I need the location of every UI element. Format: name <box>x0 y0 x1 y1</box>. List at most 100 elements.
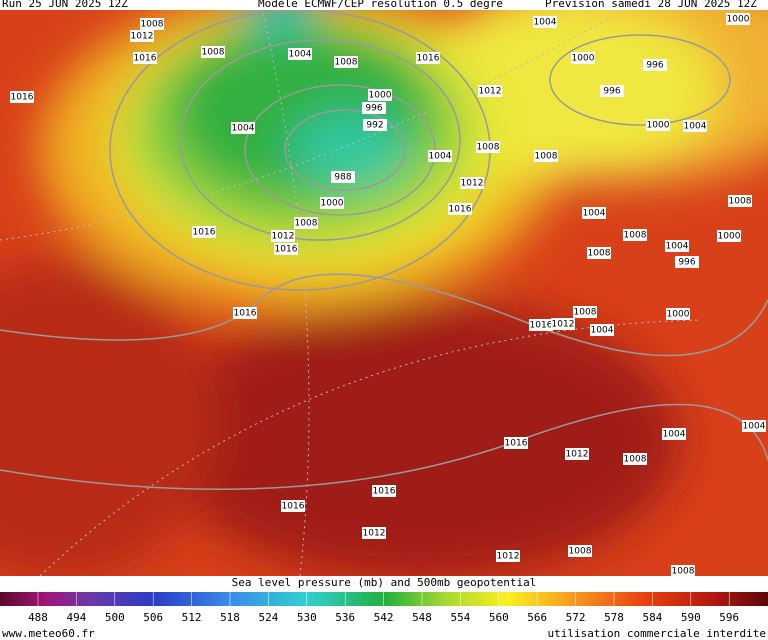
isobar-label: 992 <box>366 121 383 131</box>
isobar-label-bg <box>281 500 305 512</box>
isobar-label-bg <box>10 91 34 103</box>
isobar-label-bg <box>331 171 355 183</box>
isobar-label-bg <box>271 230 295 242</box>
isobar-label: 996 <box>603 87 620 97</box>
isobar-label: 1004 <box>232 124 255 134</box>
isobar-label: 1000 <box>667 310 690 320</box>
scale-label: 596 <box>719 611 739 624</box>
isobar-label-bg <box>571 52 595 64</box>
isobar-label: 1008 <box>624 231 647 241</box>
scale-label: 542 <box>374 611 394 624</box>
isobar-label-bg <box>623 229 647 241</box>
isobar-label: 1004 <box>666 242 689 252</box>
scale-label: 566 <box>527 611 547 624</box>
isobar-label: 1004 <box>684 122 707 132</box>
scale-label: 584 <box>642 611 662 624</box>
isobar-label-bg <box>372 485 396 497</box>
isobar-label: 1000 <box>718 232 741 242</box>
isobar-label: 1012 <box>566 450 589 460</box>
isobar-label-bg <box>130 30 154 42</box>
isobar-label-bg <box>233 307 257 319</box>
isobar-label-bg <box>728 195 752 207</box>
isobar-label-bg <box>726 13 750 25</box>
isobar-label-bg <box>587 247 611 259</box>
isobar-label: 996 <box>365 104 382 114</box>
isobar-label: 1008 <box>335 58 358 68</box>
scale-label: 530 <box>297 611 317 624</box>
scale-label: 506 <box>143 611 163 624</box>
isobar-label-bg <box>582 207 606 219</box>
isobar-label-bg <box>133 52 157 64</box>
isobar-label-bg <box>671 565 695 577</box>
isobar-label-bg <box>568 545 592 557</box>
isobar-label: 1016 <box>449 205 472 215</box>
isobar-label: 1008 <box>574 308 597 318</box>
isobar-label: 1012 <box>131 32 154 42</box>
isobar-label: 1004 <box>289 50 312 60</box>
isobar-label: 1004 <box>583 209 606 219</box>
map-field <box>0 10 768 576</box>
isobar-label-bg <box>476 141 500 153</box>
isobar-label: 1008 <box>672 567 695 577</box>
isobar-label: 996 <box>678 258 695 268</box>
isobar-label-bg <box>646 119 670 131</box>
isobar-label-bg <box>662 428 686 440</box>
isobar-label: 1004 <box>663 430 686 440</box>
scale-label: 578 <box>604 611 624 624</box>
isobar-label: 1004 <box>534 18 557 28</box>
isobar-label: 1004 <box>429 152 452 162</box>
isobar-label-bg <box>274 243 298 255</box>
isobar-label: 1016 <box>282 502 305 512</box>
isobar-label-bg <box>294 217 318 229</box>
notice-text: utilisation commerciale interdite <box>547 627 766 640</box>
isobar-label: 988 <box>334 173 351 183</box>
isobar-label-bg <box>320 197 344 209</box>
isobar-label: 1012 <box>272 232 295 242</box>
isobar-label-bg <box>201 46 225 58</box>
isobar-label-bg <box>363 119 387 131</box>
isobar-label-bg <box>643 59 667 71</box>
isobar-label-bg <box>496 550 520 562</box>
color-bar <box>0 592 768 606</box>
scale-label: 518 <box>220 611 240 624</box>
isobar-label-bg <box>600 85 624 97</box>
isobar-label: 1012 <box>552 320 575 330</box>
isobar-label: 1012 <box>497 552 520 562</box>
scale-label: 554 <box>450 611 470 624</box>
scale-label: 512 <box>182 611 202 624</box>
isobar-label: 1004 <box>591 326 614 336</box>
scale-label: 548 <box>412 611 432 624</box>
isobar-label: 1016 <box>193 228 216 238</box>
isobar-label: 1008 <box>569 547 592 557</box>
isobar-label-bg <box>362 527 386 539</box>
run-text: Run 25 JUN 2025 12Z <box>2 0 128 10</box>
isobar-label-bg <box>529 319 553 331</box>
isobar-label-bg <box>675 256 699 268</box>
isobar-label: 1016 <box>275 245 298 255</box>
isobar-label-bg <box>448 203 472 215</box>
scale-label: 536 <box>335 611 355 624</box>
isobar-label-bg <box>428 150 452 162</box>
model-text: Modele ECMWF/CEP resolution 0.5 degre <box>258 0 503 10</box>
scale-label: 500 <box>105 611 125 624</box>
isobar-label-bg <box>460 177 484 189</box>
isobar-label-bg <box>623 453 647 465</box>
isobar-label-bg <box>368 89 392 101</box>
isobar-label: 1000 <box>572 54 595 64</box>
isobar-label: 1016 <box>417 54 440 64</box>
isobar-label: 1008 <box>477 143 500 153</box>
isobar-label-bg <box>742 420 766 432</box>
isobar-label: 1008 <box>202 48 225 58</box>
isobar-label: 1016 <box>530 321 553 331</box>
isobar-label: 1016 <box>505 439 528 449</box>
isobar-label: 1012 <box>479 87 502 97</box>
isobar-label: 1000 <box>727 15 750 25</box>
isobar-label: 996 <box>646 61 663 71</box>
site-text: www.meteo60.fr <box>2 627 95 640</box>
isobar-label: 1008 <box>295 219 318 229</box>
isobar-label-bg <box>717 230 741 242</box>
isobar-label-bg <box>416 52 440 64</box>
isobar-label-bg <box>334 56 358 68</box>
isobar-label: 1000 <box>321 199 344 209</box>
